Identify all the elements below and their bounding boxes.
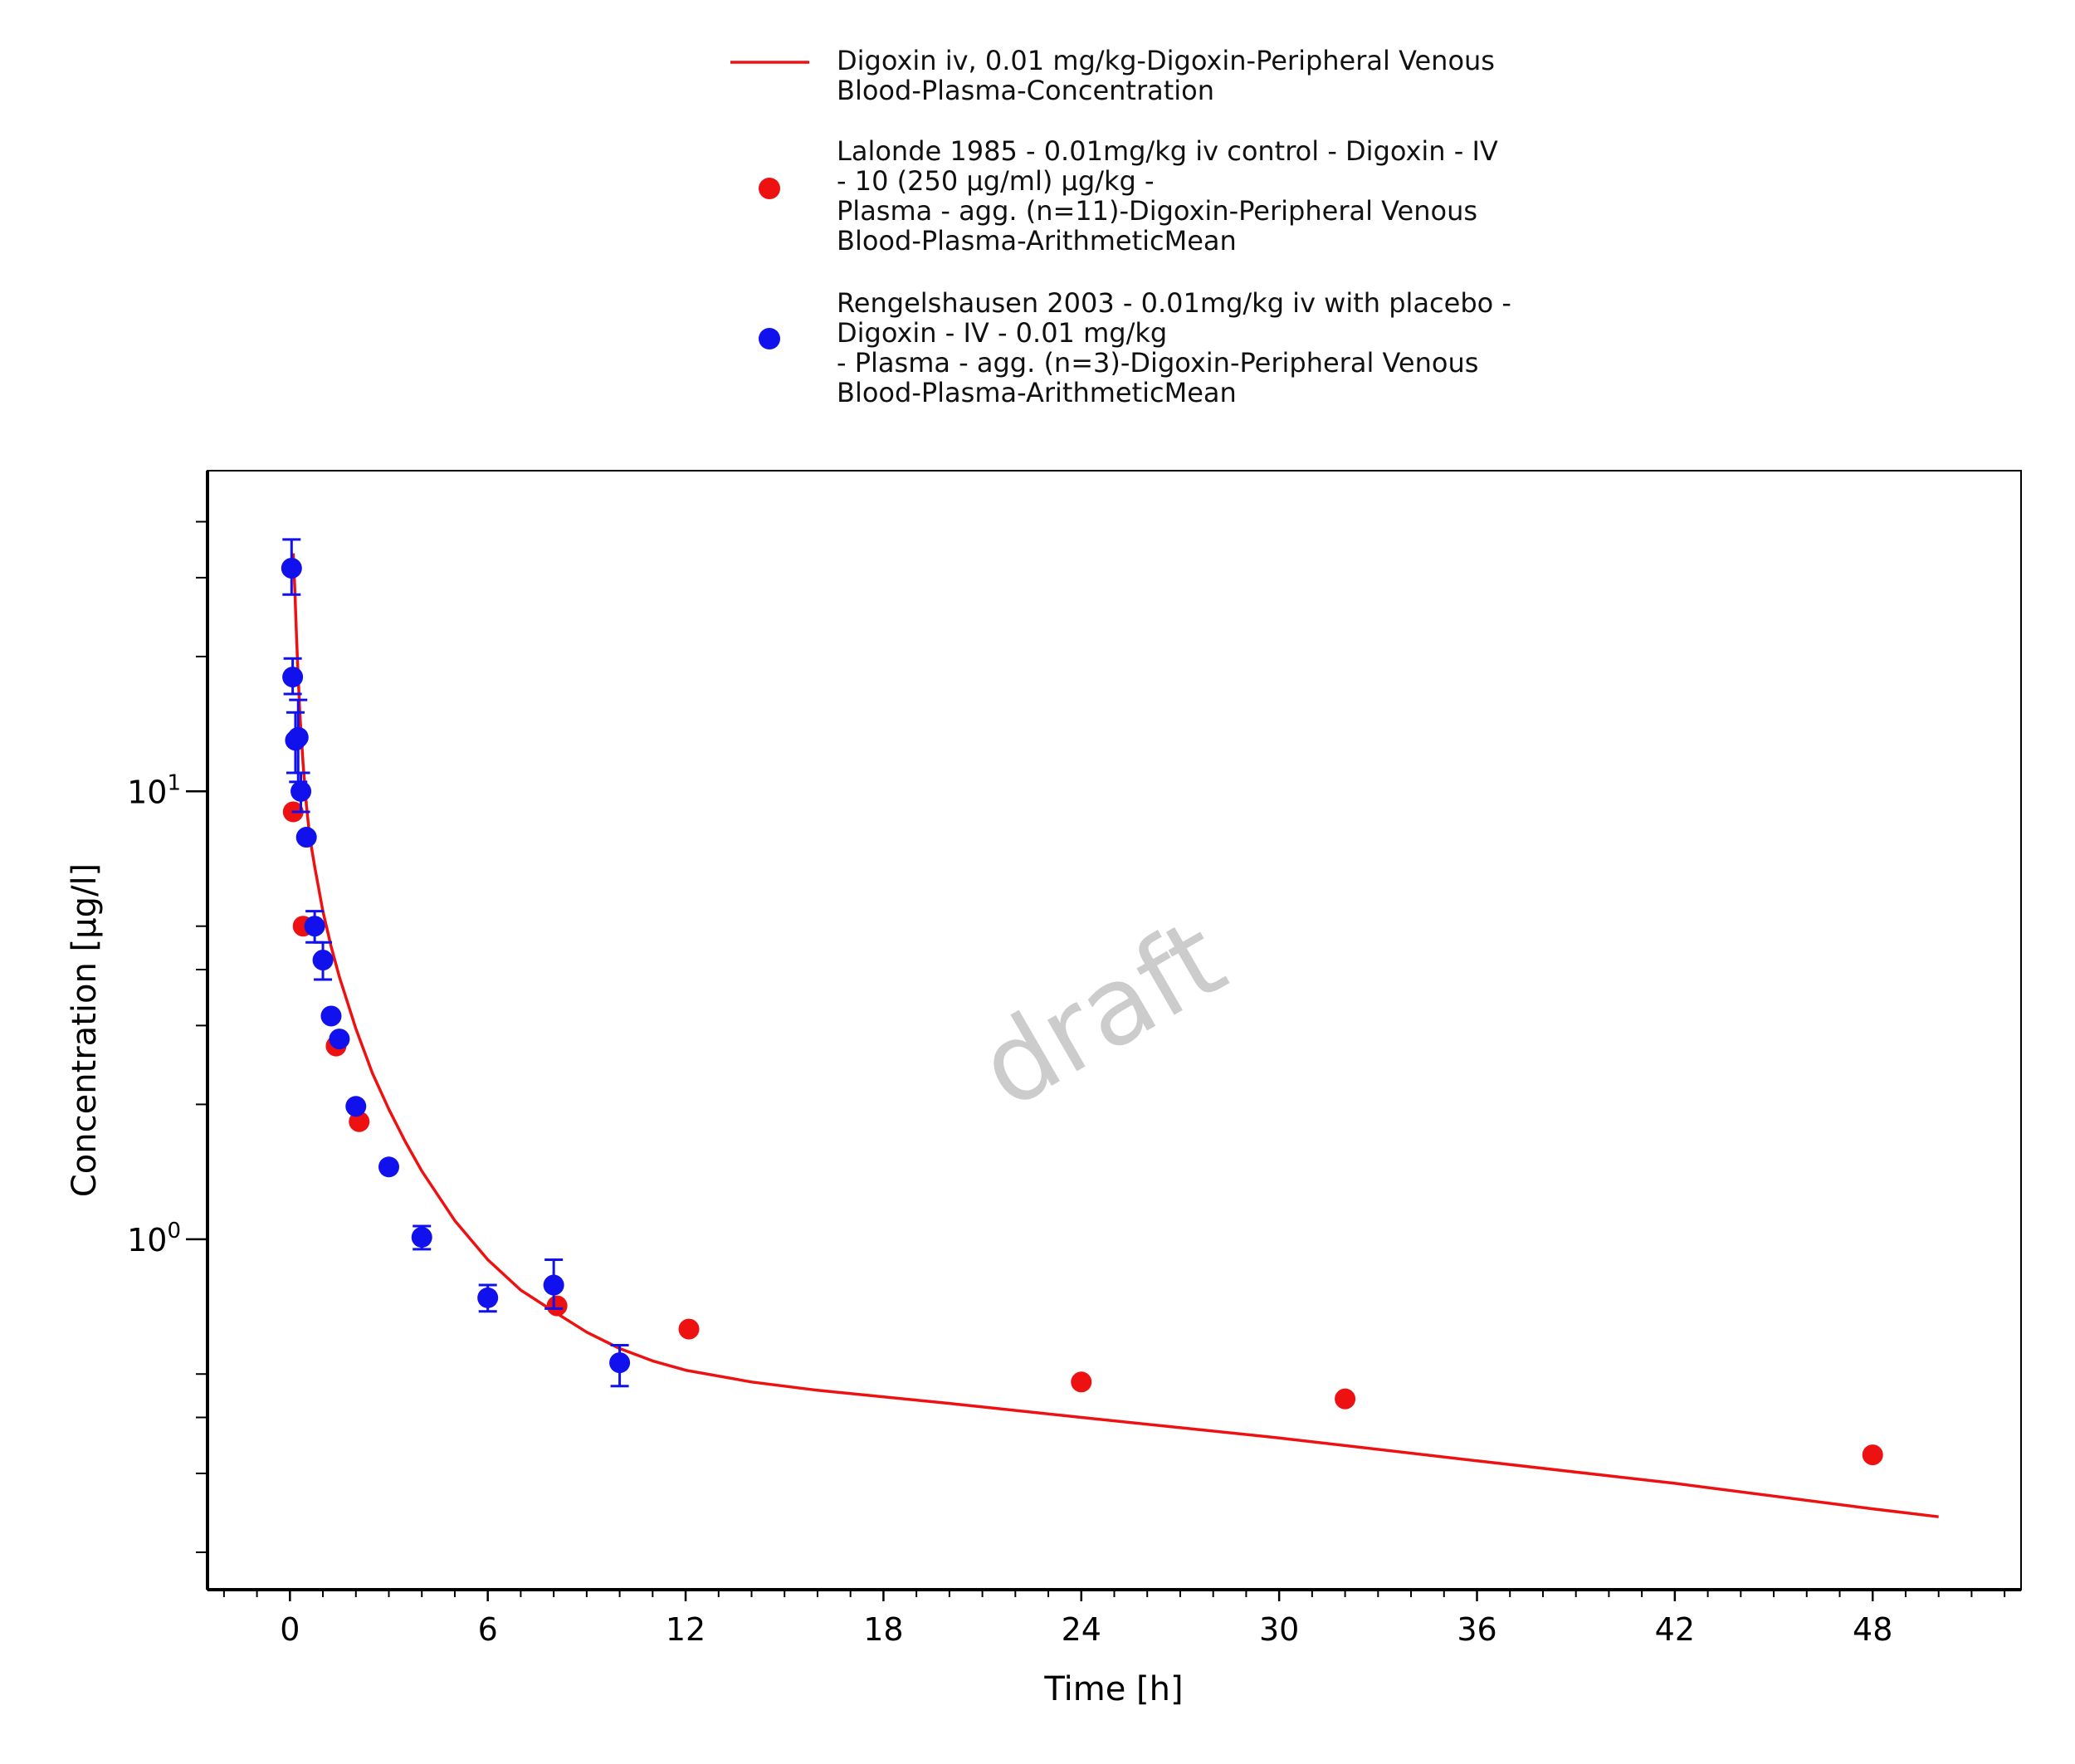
data-point-rengelshausen bbox=[287, 726, 309, 748]
x-tick-label-42: 42 bbox=[1655, 1611, 1695, 1648]
y-tick-label-10: 101 bbox=[127, 770, 181, 810]
x-tick-label-48: 48 bbox=[1853, 1611, 1892, 1648]
data-point-rengelshausen bbox=[290, 780, 312, 802]
data-point-rengelshausen bbox=[477, 1287, 499, 1308]
data-point-rengelshausen bbox=[295, 827, 317, 848]
legend-label-lalonde-line2: - 10 (250 µg/ml) µg/kg - bbox=[837, 165, 1155, 197]
watermark-draft: draft bbox=[959, 895, 1245, 1133]
data-point-rengelshausen bbox=[543, 1274, 564, 1296]
legend-label-rengelshausen-line1: Rengelshausen 2003 - 0.01mg/kg iv with p… bbox=[837, 287, 1511, 319]
x-tick-label-18: 18 bbox=[863, 1611, 903, 1648]
x-tick-label-36: 36 bbox=[1457, 1611, 1496, 1648]
legend-label-lalonde-line3: Plasma - agg. (n=11)-Digoxin-Peripheral … bbox=[837, 195, 1477, 227]
legend-label-rengelshausen-line2: Digoxin - IV - 0.01 mg/kg bbox=[837, 317, 1167, 349]
data-point-lalonde bbox=[1335, 1388, 1356, 1410]
data-point-rengelshausen bbox=[411, 1226, 432, 1248]
x-tick-label-30: 30 bbox=[1259, 1611, 1299, 1648]
y-tick-label-1: 100 bbox=[127, 1219, 181, 1258]
data-point-rengelshausen bbox=[281, 557, 302, 579]
legend-label-lalonde-line4: Blood-Plasma-ArithmeticMean bbox=[837, 225, 1237, 257]
legend-dot-lalonde bbox=[759, 178, 780, 199]
x-tick-label-12: 12 bbox=[666, 1611, 706, 1648]
legend: Digoxin iv, 0.01 mg/kg-Digoxin-Periphera… bbox=[730, 45, 1511, 408]
x-tick-label-6: 6 bbox=[478, 1611, 498, 1648]
data-point-rengelshausen bbox=[378, 1156, 399, 1178]
axes: 0 6 12 18 24 30 36 42 48 100 101 bbox=[127, 520, 2006, 1648]
series-layer bbox=[281, 538, 1939, 1518]
data-point-lalonde bbox=[1862, 1444, 1883, 1466]
data-point-rengelshausen bbox=[312, 950, 334, 971]
data-point-rengelshausen bbox=[320, 1005, 342, 1027]
x-axis-title: Time [h] bbox=[1043, 1670, 1183, 1708]
legend-dot-rengelshausen bbox=[759, 328, 780, 349]
data-point-rengelshausen bbox=[304, 916, 325, 937]
legend-label-rengelshausen-line3: - Plasma - agg. (n=3)-Digoxin-Peripheral… bbox=[837, 347, 1478, 379]
legend-label-simulation-line1: Digoxin iv, 0.01 mg/kg-Digoxin-Periphera… bbox=[837, 45, 1495, 76]
data-point-lalonde bbox=[678, 1318, 700, 1340]
data-point-rengelshausen bbox=[345, 1096, 367, 1117]
x-tick-label-24: 24 bbox=[1062, 1611, 1101, 1648]
data-point-lalonde bbox=[1071, 1371, 1092, 1393]
data-point-rengelshausen bbox=[609, 1352, 631, 1374]
legend-label-simulation-line2: Blood-Plasma-Concentration bbox=[837, 75, 1214, 106]
legend-label-rengelshausen-line4: Blood-Plasma-ArithmeticMean bbox=[837, 377, 1237, 408]
y-axis-title: Concentration [µg/l] bbox=[66, 863, 104, 1197]
legend-label-lalonde-line1: Lalonde 1985 - 0.01mg/kg iv control - Di… bbox=[837, 135, 1498, 167]
data-point-rengelshausen bbox=[329, 1029, 350, 1050]
data-point-rengelshausen bbox=[282, 667, 304, 688]
data-point-lalonde bbox=[546, 1295, 568, 1317]
x-tick-label-0: 0 bbox=[280, 1611, 300, 1648]
